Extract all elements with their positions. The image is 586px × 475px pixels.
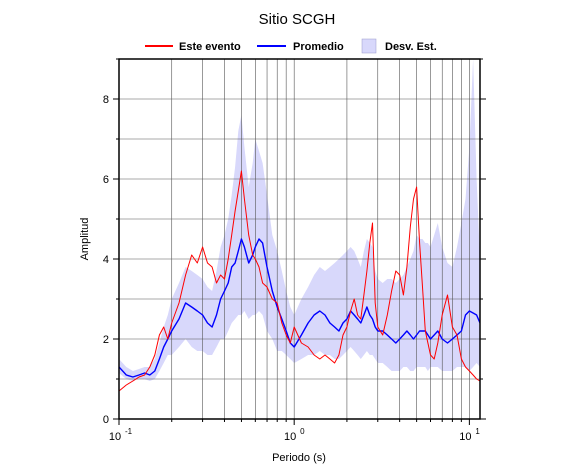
x-axis-label: Periodo (s) [272, 452, 326, 464]
series-layer [119, 170, 480, 392]
y-tick-label: 0 [103, 414, 109, 426]
series-este-evento-line [119, 170, 480, 392]
x-tick-label: 10 [284, 431, 296, 443]
y-tick-label: 2 [103, 334, 109, 346]
legend-label-desv-est: Desv. Est. [385, 41, 437, 53]
x-tick-exponent: -1 [125, 427, 133, 436]
legend-label-este-evento: Este evento [179, 41, 241, 53]
grid [118, 58, 480, 420]
y-axis-label: Amplitud [79, 218, 91, 261]
x-tick-label: 10 [459, 431, 471, 443]
legend: Este evento Promedio Desv. Est. [145, 38, 437, 54]
y-tick-label: 4 [103, 254, 109, 266]
chart-title: Sitio SCGH [259, 11, 336, 28]
y-tick-label: 8 [103, 94, 109, 106]
x-tick-exponent: 1 [475, 427, 480, 436]
x-tick-label: 10 [109, 431, 121, 443]
plot-frame [118, 58, 481, 420]
x-tick-exponent: 0 [300, 427, 305, 436]
legend-label-promedio: Promedio [293, 41, 344, 53]
legend-swatch-desv-est [361, 38, 377, 54]
y-tick-label: 6 [103, 174, 109, 186]
